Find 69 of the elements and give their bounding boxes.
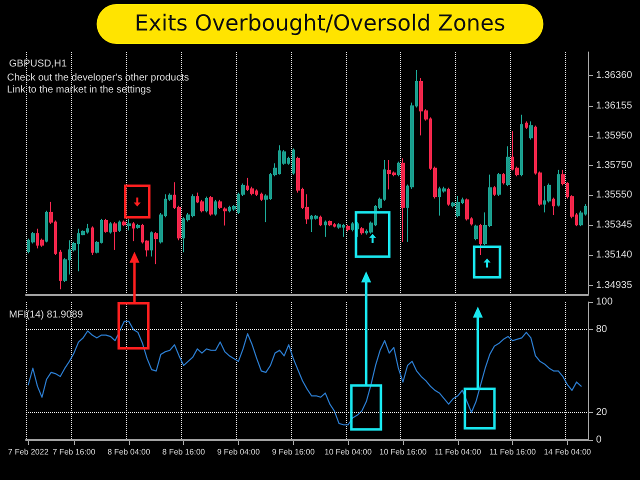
candlestick	[91, 226, 94, 256]
candlestick	[150, 230, 153, 258]
y-tick-label: 1.35140	[596, 250, 633, 261]
y-tick-label: 1.36155	[596, 100, 633, 112]
x-tick-label: 10 Feb 04:00	[324, 448, 372, 456]
candlestick	[346, 224, 350, 232]
candlestick	[557, 169, 560, 207]
y-tick-label: 1.34935	[596, 280, 633, 291]
candlestick	[397, 161, 400, 177]
x-tick-label: 7 Feb 2022	[8, 448, 50, 456]
annotation: Check out the developer's other products	[7, 72, 190, 84]
annotation: Link to the market in the settings	[7, 84, 151, 96]
candlestick	[479, 223, 482, 256]
x-tick-label: 8 Feb 16:00	[162, 448, 206, 456]
candlestick	[59, 249, 62, 290]
x-tick-label: 8 Feb 04:00	[107, 448, 151, 456]
candlestick	[118, 220, 121, 232]
y-tick-label: 100	[596, 296, 614, 308]
candlestick	[209, 196, 213, 216]
candlestick	[113, 222, 117, 250]
candlestick	[45, 210, 48, 243]
candlestick	[474, 224, 478, 241]
candlestick	[214, 199, 217, 216]
y-tick-label: 1.35750	[596, 160, 633, 171]
x-tick-label: 9 Feb 04:00	[217, 448, 260, 456]
y-tick-label: 1.35550	[596, 189, 633, 200]
candlestick	[205, 196, 208, 213]
candlestick	[223, 206, 227, 226]
candlestick	[497, 172, 501, 197]
candlestick	[351, 222, 354, 232]
y-tick-label: 0	[596, 434, 602, 446]
x-tick-label: 11 Feb 04:00	[434, 448, 482, 456]
candlestick	[122, 220, 126, 227]
y-tick-label: 20	[596, 406, 608, 418]
text: GBPUSD,H1	[9, 58, 68, 70]
candlestick	[154, 231, 158, 265]
candlestick	[292, 148, 295, 176]
x-tick-label: 10 Feb 16:00	[379, 448, 428, 456]
candlestick	[319, 215, 322, 227]
x-tick-label: 14 Feb 04:00	[544, 448, 592, 456]
candlestick	[502, 172, 505, 186]
candlestick	[104, 218, 108, 234]
candlestick	[447, 187, 450, 206]
candlestick	[401, 158, 405, 242]
y-tick-label: 80	[596, 324, 608, 336]
candlestick	[136, 223, 140, 230]
x-tick-label: 11 Feb 16:00	[489, 448, 536, 456]
y-tick-label: 1.36360	[596, 70, 633, 82]
candlestick	[218, 199, 222, 210]
y-tick-label: 1.35950	[596, 130, 633, 142]
candlestick	[360, 226, 364, 236]
candlestick	[109, 222, 112, 234]
candlestick	[493, 186, 496, 197]
text: MFI(14) 81.9089	[9, 310, 84, 320]
candlestick	[525, 120, 528, 130]
candlestick	[552, 197, 555, 216]
x-tick-label: 7 Feb 16:00	[52, 448, 96, 456]
candlestick	[328, 220, 332, 227]
y-tick-label: 1.35345	[596, 220, 633, 231]
candlestick	[520, 114, 523, 177]
candlestick	[324, 220, 327, 238]
x-tick-label: 9 Feb 16:00	[272, 448, 316, 456]
candlestick	[529, 120, 533, 140]
candlestick	[506, 146, 510, 187]
chart-title: Exits Overbought/Oversold Zones	[134, 12, 506, 36]
line-series	[28, 320, 582, 426]
candlestick	[127, 218, 131, 231]
candlestick	[132, 222, 135, 242]
candlestick	[260, 192, 263, 202]
